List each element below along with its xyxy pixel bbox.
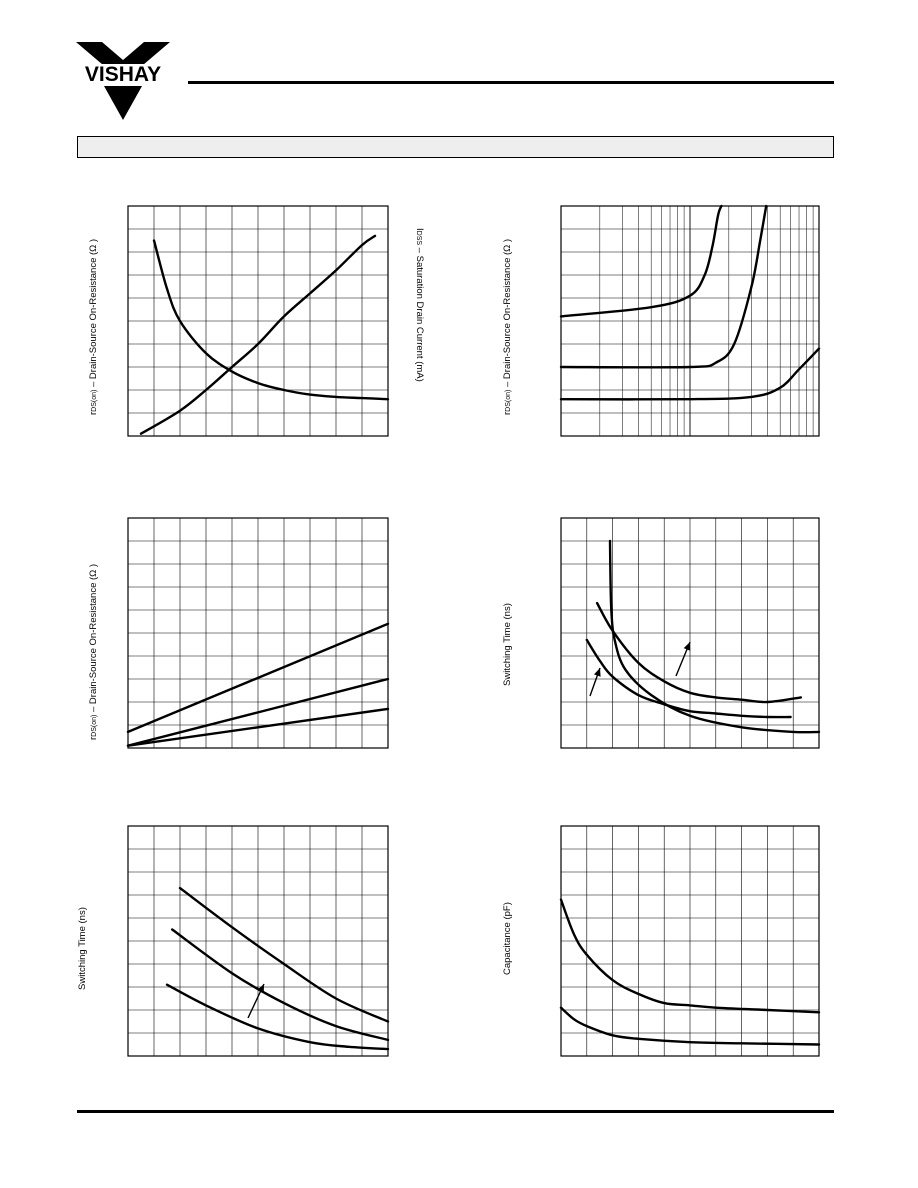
chart4-series-3-line [585, 638, 792, 719]
chart2-series-3-line [559, 347, 821, 401]
footer-rule [77, 1110, 834, 1113]
chart3-ylabel: rDS(on) – Drain-Source On-Resistance (Ω … [88, 563, 99, 740]
chart2-frame [560, 205, 820, 437]
header-rule [188, 81, 834, 84]
chart5-series-2-line [171, 928, 390, 1042]
chart1b-ylabel: IDSS – Saturation Drain Current (mA) [414, 228, 425, 382]
chart2-ylabel: rDS(on) – Drain-Source On-Resistance (Ω … [502, 238, 513, 415]
chart1-frame [127, 205, 389, 437]
chart3-series-2-line [126, 677, 390, 747]
chart3-frame [127, 517, 389, 749]
chart2-series-2-line [559, 204, 768, 369]
chart3-series-3-line [126, 707, 390, 747]
chart4-series-2-line [595, 601, 803, 704]
chart5-frame [127, 825, 389, 1057]
chart6-frame [560, 825, 820, 1057]
annotation-arrowhead-3 [257, 984, 264, 993]
vishay-logo: VISHAY [76, 42, 170, 120]
chart4-frame [560, 517, 820, 749]
chart5-ylabel: Switching Time (ns) [77, 907, 88, 990]
chart6-series-1-line [559, 898, 821, 1014]
chart2-series-1-line [559, 204, 723, 318]
chart3-series-1-line [126, 622, 390, 734]
chart6-series-2-line [559, 1006, 821, 1046]
chart5-series-3-line [165, 983, 390, 1051]
chart4-ylabel: Switching Time (ns) [502, 603, 513, 686]
chart4-series-1-line [608, 539, 821, 734]
chart1-series-2-line [139, 234, 377, 435]
chart1-ylabel: rDS(on) – Drain-Source On-Resistance (Ω … [88, 238, 99, 415]
section-bar [77, 136, 834, 158]
chart6-ylabel: Capacitance (pF) [502, 902, 513, 975]
annotation-arrowhead-1 [594, 668, 601, 677]
chart5-series-1-line [178, 886, 390, 1023]
annotation-arrowhead-2 [683, 642, 691, 651]
logo-wordmark: VISHAY [85, 63, 161, 86]
chart1-series-1-line [152, 239, 390, 401]
